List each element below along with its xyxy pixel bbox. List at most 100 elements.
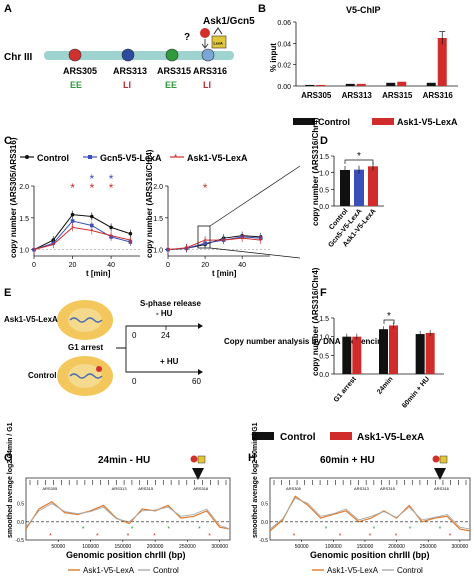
d-bar — [368, 166, 378, 206]
f-bar — [415, 334, 425, 374]
h-early-marker: * — [409, 526, 412, 533]
c2-xtick-label: 0 — [166, 262, 170, 269]
b-category-label: ARS313 — [342, 91, 373, 100]
c1-ytick-label: 2.0 — [19, 184, 29, 191]
h-ytick-label: -0.5 — [259, 538, 268, 544]
c2-point: * — [185, 246, 188, 253]
c1-point: * — [90, 229, 93, 236]
c1-point: * — [71, 225, 74, 232]
b-legend-control-swatch — [293, 118, 315, 125]
c2-xtick-label: 20 — [201, 262, 209, 269]
c2-sig-star-red: * — [203, 181, 208, 195]
question-mark: ? — [184, 32, 190, 43]
panel-b-letter: B — [258, 3, 266, 15]
c1-point — [70, 212, 75, 217]
b-bar — [386, 82, 396, 86]
h-origin-label: ARS313 — [354, 486, 370, 491]
c1-point: * — [33, 248, 36, 255]
c-legend-control: Control — [37, 153, 69, 163]
chart-b: 0.06 0.04 0.02 0.00 ARS305 ARS313 ARS315 ARS316 — [277, 20, 458, 100]
f-ytick-label: 1.0 — [319, 335, 329, 342]
b-category-label: ARS305 — [301, 91, 332, 100]
g-legend-control: Control — [153, 566, 179, 575]
h-origin-label: ARS316 — [434, 486, 450, 491]
h-series-line — [269, 497, 471, 530]
h-xtick-label: 50000 — [295, 544, 309, 550]
g-series-line — [25, 503, 231, 530]
c-legend-gcn5-marker — [88, 155, 92, 159]
c1-series-line — [33, 226, 131, 251]
c1-sig-star-blue: * — [89, 172, 94, 186]
c-zoom-line-top — [209, 165, 301, 227]
b-ylabel: % input — [269, 43, 278, 72]
e-branch-bottom: + HU — [160, 357, 179, 366]
b-title: V5-ChIP — [346, 5, 381, 15]
lexa-box-label: LexA — [214, 42, 224, 46]
c1-point: * — [129, 238, 132, 245]
g-origin-label: ARS316 — [193, 486, 209, 491]
h-xtick-label: 100000 — [325, 544, 342, 550]
f-bar — [389, 325, 398, 374]
b-legend-ask1-swatch — [372, 118, 394, 125]
h-series-line — [269, 495, 471, 532]
b-category-label: ARS316 — [423, 91, 454, 100]
g-ytick-label: 0.0 — [17, 520, 24, 526]
b-bar — [356, 83, 366, 86]
panel-d-letter: D — [320, 135, 328, 147]
c1-point — [109, 225, 113, 230]
c-legend-ask1: Ask1-V5-LexA — [187, 153, 248, 163]
chromosome-bar — [44, 51, 234, 60]
origin-dot-ars315 — [165, 48, 179, 62]
b-bar — [305, 84, 315, 86]
panel-c-letter: C — [4, 135, 12, 147]
f-legend-control-swatch — [252, 432, 274, 440]
h-ytick-label: 0.5 — [261, 502, 268, 508]
e-strain-bottom: Control — [28, 371, 56, 380]
e-strain-top: Ask1-V5-LexA — [4, 315, 58, 324]
panel-f-letter: F — [320, 287, 327, 299]
d-ytick-label: 0.5 — [319, 187, 329, 194]
h-ask1-icon — [432, 455, 440, 463]
c1-point — [90, 214, 94, 219]
f-bar — [379, 329, 388, 374]
d-sig-bracket — [344, 159, 374, 164]
h-origin-label: ARS305 — [286, 486, 302, 491]
h-ylabel: smoothed average log2 60min / G1 — [252, 422, 259, 538]
c-legend-control-marker — [25, 155, 29, 159]
d-ytick-label: 0.0 — [319, 204, 329, 211]
f-category-label: 24min — [376, 376, 394, 396]
c2-series-line — [167, 236, 261, 251]
d-ylabel: copy number (ARS316/Chr4) — [311, 117, 320, 226]
g-early-marker: * — [131, 526, 134, 533]
g-late-marker: * — [96, 533, 99, 540]
c-zoom-box — [197, 225, 211, 249]
g-ask1-icon — [190, 455, 198, 463]
c1-sig-star-red: * — [70, 181, 75, 195]
g-xtick-label: 200000 — [147, 544, 164, 550]
c1-series-line — [33, 220, 131, 251]
chromosome-label: Chr III — [4, 52, 33, 63]
h-ytick-label: 0.0 — [261, 520, 268, 526]
e-t0-bottom: 0 — [132, 377, 137, 386]
c2-point: * — [241, 236, 244, 243]
c1-xtick-label: 40 — [107, 262, 115, 269]
f-ytick-label: 0.0 — [319, 372, 329, 379]
c1-point — [70, 219, 75, 223]
g-late-marker: * — [49, 533, 52, 540]
b-ytick-label: 0.00 — [277, 84, 291, 91]
b-legend-control: Control — [318, 117, 350, 127]
c-legend-gcn5: Gcn5-V5-LexA — [100, 153, 162, 163]
h-xtick-label: 300000 — [452, 544, 469, 550]
g-origin-label: ARS315 — [138, 486, 154, 491]
e-analysis: Copy number analysis by DNA sequencing — [224, 337, 387, 346]
timing-label-ars315: EE — [165, 80, 177, 90]
c2-xtick-label: 40 — [238, 262, 246, 269]
chart-d: 1.51.00.50.0ControlGcn5-V5-LexAAsk1-V5-L… — [319, 151, 384, 249]
f-ytick-label: 1.5 — [319, 316, 329, 323]
g-ytick-label: -0.5 — [15, 538, 24, 544]
e-branch-top: S-phase release — [140, 299, 201, 308]
c2-ytick-label: 1.5 — [153, 216, 163, 223]
dna-top-icon — [69, 317, 103, 323]
h-xtick-label: 150000 — [357, 544, 374, 550]
